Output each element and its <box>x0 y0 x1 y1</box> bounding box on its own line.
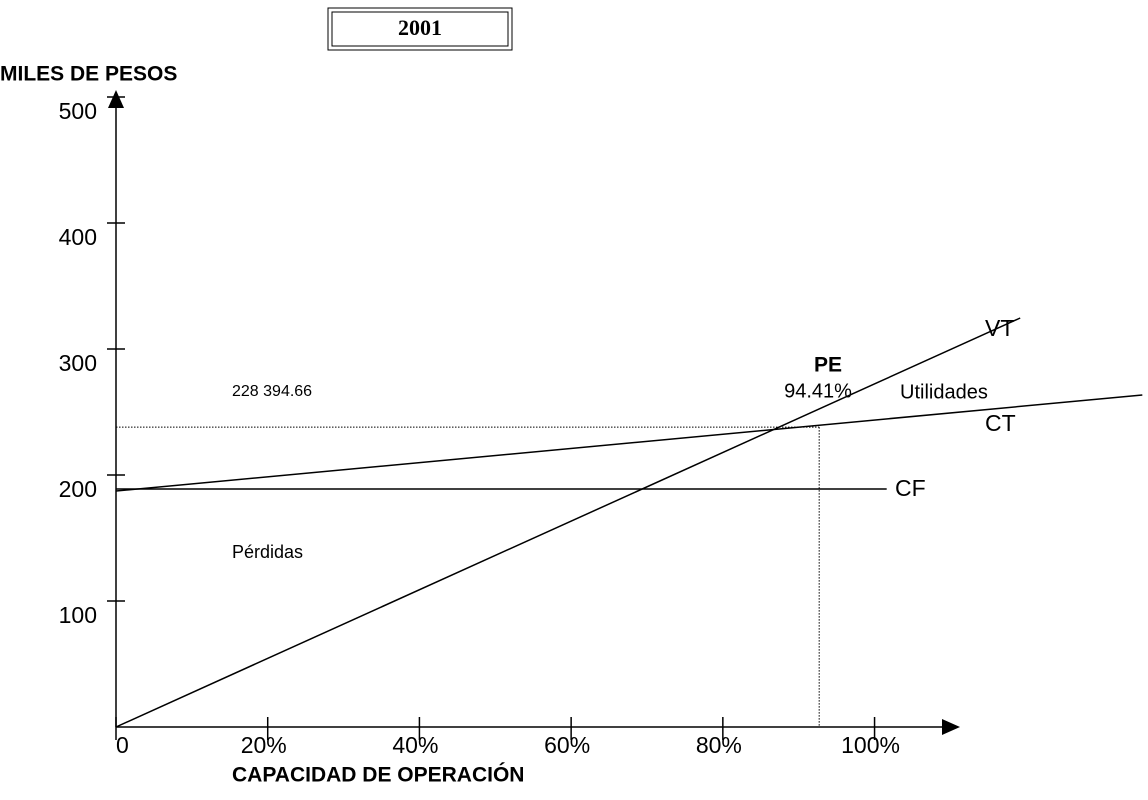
line-vt <box>115 317 1021 728</box>
break-even-percent: 94.41% <box>784 380 852 402</box>
x-tick-label: 60% <box>544 732 590 758</box>
x-tick-label: 40% <box>392 732 438 758</box>
y-tick-label: 300 <box>59 350 97 376</box>
y-tick-label: 200 <box>59 476 97 502</box>
x-tick-label: 100% <box>841 732 900 758</box>
x-axis-arrow <box>942 719 960 735</box>
x-tick-label: 20% <box>241 732 287 758</box>
series-label: VT <box>985 315 1014 341</box>
y-tick-label: 100 <box>59 602 97 628</box>
line-ct <box>115 394 1143 492</box>
series-label: CT <box>985 410 1016 436</box>
profit-region-label: Utilidades <box>900 381 988 403</box>
title-box-inner <box>331 11 509 47</box>
y-tick-label: 500 <box>59 98 97 124</box>
break-even-label: PE <box>814 354 842 377</box>
y-tick-label: 400 <box>59 224 97 250</box>
y-axis-arrow <box>108 90 124 108</box>
title-box <box>327 7 513 51</box>
x-axis-label: CAPACIDAD DE OPERACIÓN <box>232 763 524 787</box>
x-tick-label: 0 <box>116 732 129 758</box>
break-even-amount: 228 394.66 <box>232 383 312 400</box>
y-axis-label: MILES DE PESOS <box>0 63 177 86</box>
x-tick-label: 80% <box>696 732 742 758</box>
loss-region-label: Pérdidas <box>232 542 303 562</box>
chart-title: 2001 <box>398 15 442 40</box>
series-label: CF <box>895 475 926 501</box>
